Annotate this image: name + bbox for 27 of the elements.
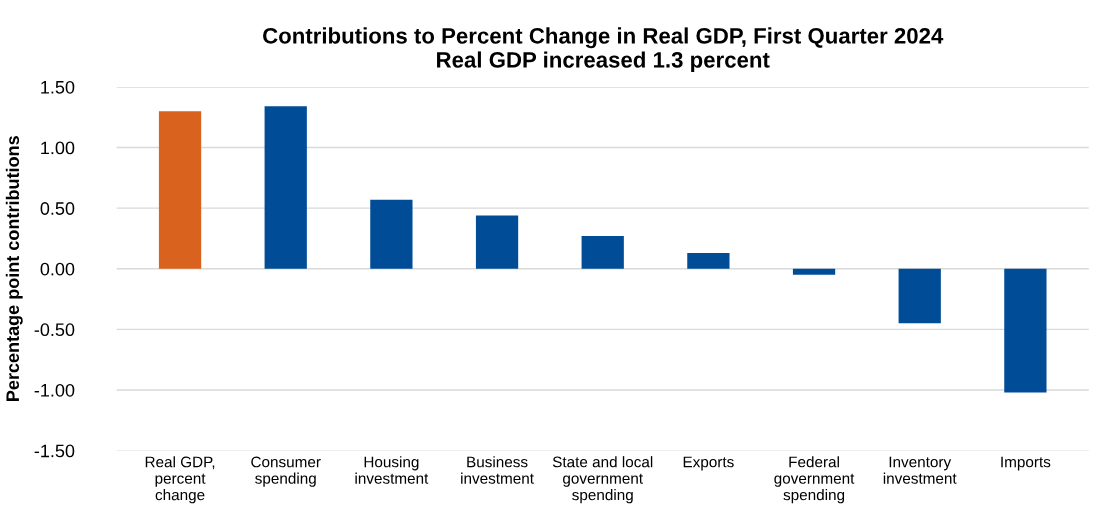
y-tick-label: 1.00 <box>41 141 75 155</box>
y-tick-label: 0.50 <box>40 202 75 215</box>
bar <box>792 268 836 275</box>
bar <box>475 215 519 269</box>
bar <box>687 253 730 269</box>
y-axis-title: Percentage point contributions <box>5 136 23 401</box>
x-tick-label: Housing investment <box>355 456 429 484</box>
x-tick-label: Imports <box>1001 456 1051 471</box>
x-tick-label: State and local government spending <box>552 456 653 504</box>
x-tick-label: Exports <box>683 456 734 471</box>
x-tick-label: Inventory investment <box>883 456 957 484</box>
x-tick-label: Business investment <box>461 456 534 484</box>
y-tick-label: 1.50 <box>41 80 75 94</box>
bar <box>264 106 307 269</box>
bar <box>898 268 941 324</box>
bar <box>158 111 202 269</box>
y-tick-label: -1.00 <box>34 383 75 397</box>
bar <box>581 236 624 269</box>
x-tick-label: Consumer spending <box>251 456 321 487</box>
chart-title: Contributions to Percent Change in Real GDP, First Quarter 2024 Real GDP increased 1.3 percent <box>263 27 944 73</box>
x-tick-label: Real GDP, percent change <box>145 456 215 504</box>
y-tick-label: -1.50 <box>34 444 75 458</box>
bar <box>1004 268 1047 393</box>
y-tick-label: 0.00 <box>40 262 75 276</box>
y-tick-label: -0.50 <box>34 323 75 337</box>
bar <box>370 199 413 269</box>
x-tick-label: Federal government spending <box>774 456 855 504</box>
